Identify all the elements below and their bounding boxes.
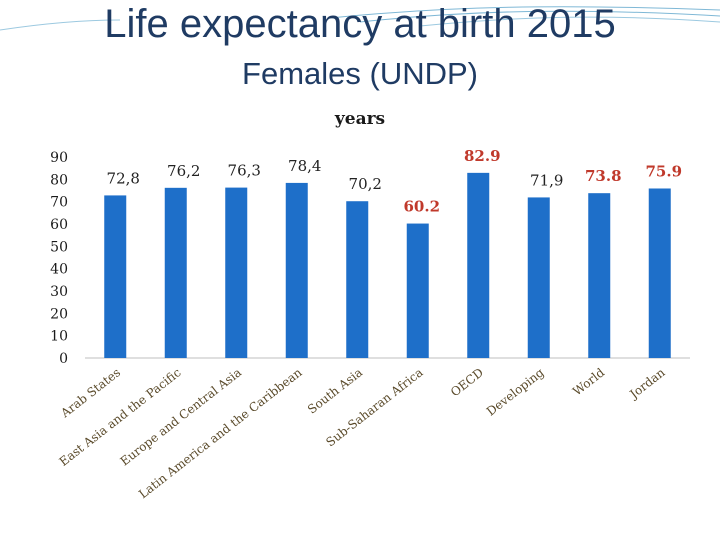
bar-value-label: 76,2: [167, 162, 200, 180]
y-tick-label: 90: [50, 150, 68, 166]
y-tick-label: 80: [50, 172, 68, 188]
bar-1: [104, 195, 127, 358]
y-tick-label: 0: [59, 351, 68, 367]
bar-value-label: 76,3: [228, 162, 261, 180]
y-tick-label: 10: [50, 329, 68, 345]
bar-value-label: 82.9: [464, 147, 501, 165]
category-label: Jordan: [626, 365, 668, 402]
category-label: Developing: [484, 365, 547, 418]
category-label: Europe and Central Asia: [118, 365, 245, 468]
slide-subtitle: Females (UNDP): [242, 56, 478, 91]
bar-4: [285, 182, 308, 358]
bar-value-label: 75.9: [645, 162, 682, 180]
bar-value-label: 73.8: [585, 167, 622, 185]
bar-7: [467, 172, 490, 358]
title-decoration: [0, 6, 720, 31]
y-tick-label: 50: [50, 239, 68, 255]
category-label: World: [570, 365, 607, 398]
y-tick-label: 70: [50, 195, 68, 211]
bar-2: [164, 187, 187, 358]
y-tick-label: 30: [50, 284, 68, 300]
bar-3: [225, 187, 248, 358]
bar-value-label: 78,4: [288, 157, 321, 175]
bar-10: [648, 188, 671, 358]
bar-value-label: 71,9: [530, 171, 563, 189]
bar-9: [588, 193, 611, 358]
chart-title: years: [334, 109, 385, 129]
bar-value-label: 70,2: [349, 175, 382, 193]
bar-6: [406, 223, 429, 358]
bar-value-label: 60.2: [403, 198, 440, 216]
category-label: East Asia and the Pacific: [57, 365, 184, 469]
y-tick-label: 40: [50, 262, 68, 278]
slide-title: Life expectancy at birth 2015: [104, 2, 616, 46]
category-label: South Asia: [305, 365, 365, 416]
bar-value-label: 72,8: [107, 169, 140, 187]
y-tick-label: 20: [50, 306, 68, 322]
category-label: OECD: [448, 365, 486, 399]
bar-5: [346, 201, 369, 358]
bar-8: [527, 197, 550, 358]
y-tick-label: 60: [50, 217, 68, 233]
